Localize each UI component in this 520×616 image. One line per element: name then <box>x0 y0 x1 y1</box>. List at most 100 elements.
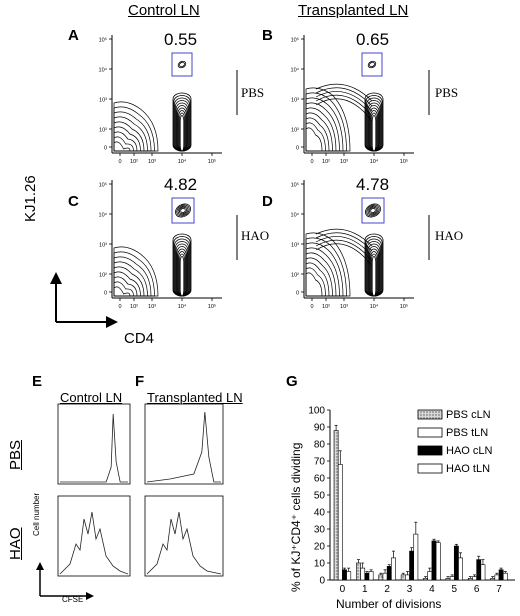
bar-x-tick-label: 0 <box>340 584 346 595</box>
gate-contour <box>370 207 376 214</box>
flow-x-tick-label: 10³ <box>340 304 348 310</box>
contour-line <box>113 106 155 152</box>
flow-x-tick-label: 10² <box>130 159 138 165</box>
flow-x-tick-label: 10³ <box>148 304 156 310</box>
flow-y-tick-label: 10⁴ <box>99 212 108 219</box>
contour-line <box>113 121 145 152</box>
contour-line <box>113 261 148 297</box>
flow-x-tick-label: 10³ <box>340 159 348 165</box>
flow-x-tick-label: 0 <box>310 159 313 165</box>
contour-line <box>371 256 377 297</box>
flow-y-tick-label: 0 <box>296 146 299 152</box>
contour-line <box>305 97 344 152</box>
contour-line <box>305 247 340 297</box>
gate-contour <box>366 204 380 217</box>
contour-line <box>113 286 131 297</box>
contour-line <box>113 131 138 152</box>
legend-swatch <box>417 445 443 456</box>
contour-line <box>305 237 347 297</box>
kj-axis-arrowhead <box>50 272 62 284</box>
flow-x-tick-label: 10⁴ <box>178 158 187 165</box>
contour-line <box>179 256 185 297</box>
flow-y-tick-label: 0 <box>296 291 299 297</box>
bar-y-tick-label: 20 <box>314 542 326 553</box>
bar-y-tick-label: 10 <box>314 559 326 570</box>
contour-line <box>305 252 337 297</box>
cfse-arrowhead <box>86 592 94 600</box>
gate-contour <box>367 205 379 216</box>
hist-row-label-hao: HAO <box>7 527 24 560</box>
histogram-trace <box>59 511 129 575</box>
hist-y-axis-label: Cell number <box>32 492 41 536</box>
histogram-trace <box>60 413 128 483</box>
histogram-frame <box>57 403 131 485</box>
bar-x-axis-label: Number of divisions <box>336 597 442 611</box>
bar-y-tick-label: 80 <box>314 440 326 451</box>
row-label-hao-d: HAO <box>435 228 464 243</box>
contour-line <box>113 141 131 152</box>
bar-hao-cln <box>386 566 392 581</box>
contour-line <box>113 266 145 297</box>
bar-y-tick-label: 100 <box>308 406 325 417</box>
bar-y-tick-label: 50 <box>314 491 326 502</box>
bar-pbs-cln <box>400 574 406 581</box>
bar-hao-cln <box>409 550 415 581</box>
flow-x-tick-label: 0 <box>310 304 313 310</box>
contour-line <box>113 126 141 152</box>
contour-line <box>113 281 134 297</box>
contour-line <box>371 115 377 152</box>
gate-box <box>171 52 193 77</box>
bar-hao-cln <box>498 569 504 581</box>
bar-y-tick-label: 70 <box>314 457 326 468</box>
bar-pbs-tln <box>405 574 410 581</box>
hist-x-axis-label: CFSE <box>62 595 84 604</box>
bar-pbs-tln <box>472 576 477 581</box>
bar-x-tick-label: 4 <box>429 584 435 595</box>
contour-line <box>305 112 333 152</box>
flow-y-tick-label: 10⁵ <box>99 37 107 44</box>
bar-y-tick-label: 30 <box>314 525 326 536</box>
hist-col-header-control: Control LN <box>60 390 123 405</box>
flow-y-tick-label: 10² <box>99 273 107 279</box>
contour-line <box>305 257 333 297</box>
gate-contour <box>177 205 189 216</box>
legend-swatch <box>417 409 443 420</box>
kj-cd4-axes <box>50 272 118 328</box>
panel-letter-e: E <box>32 373 43 390</box>
flow-panel-d: 10⁵ 10⁴ 10³ 10² 0 0 10² 10³ 10⁴ 10⁵ <box>291 180 430 310</box>
flow-panel-c: 10⁵ 10⁴ 10³ 10² 0 0 10² 10³ 10⁴ 10⁵ <box>99 180 238 310</box>
y-axis-label-kj126: KJ1.26 <box>22 175 39 222</box>
flow-x-tick-label: 10² <box>322 159 330 165</box>
contour-line <box>113 256 152 297</box>
flow-y-tick-label: 10³ <box>99 98 107 104</box>
flow-y-tick-label: 10⁴ <box>99 67 108 74</box>
bar-x-tick-label: 3 <box>407 584 413 595</box>
bar-pbs-cln <box>333 430 339 581</box>
gate-value-b: 0.65 <box>356 30 390 49</box>
histogram-e-pbs <box>57 403 131 485</box>
bar-pbs-tln <box>449 576 455 581</box>
contour-line <box>113 271 141 297</box>
flow-x-tick-label: 10⁴ <box>178 303 187 310</box>
bar-x-tick-label: 7 <box>496 584 502 595</box>
flow-y-tick-label: 10⁵ <box>291 37 299 44</box>
gate-value-a: 0.55 <box>164 30 198 49</box>
gate-value-c: 4.82 <box>164 175 198 194</box>
histogram-panels <box>36 403 224 600</box>
gate-box <box>171 197 195 224</box>
flow-y-tick-label: 10² <box>291 128 299 134</box>
flow-y-tick-label: 10⁵ <box>99 182 107 189</box>
contour-line <box>305 262 330 297</box>
flow-panel-a: 10⁵ 10⁴ 10³ 10² 0 0 10² 10³ 10⁴ 10⁵ <box>99 35 238 165</box>
contour-line <box>305 272 323 297</box>
bar-pbs-cln <box>445 577 451 581</box>
flow-x-tick-label: 10⁵ <box>208 303 216 310</box>
gate-box <box>361 52 383 77</box>
flow-y-tick-label: 0 <box>104 146 107 152</box>
contour-line <box>113 276 138 297</box>
gate-contour <box>365 203 381 218</box>
contour-line <box>113 111 152 152</box>
contour-line <box>305 92 347 152</box>
